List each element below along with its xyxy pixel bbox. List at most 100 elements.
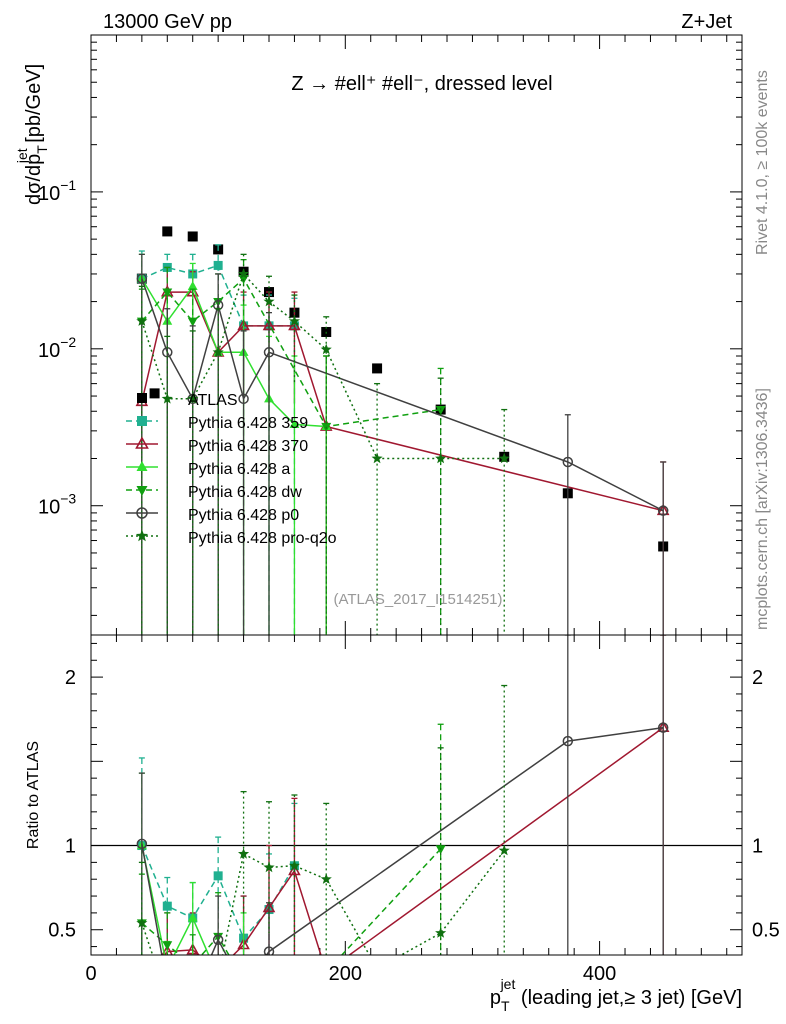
process-label: Z+Jet: [681, 11, 732, 33]
ratio-y-tick-label-right: 0.5: [752, 920, 780, 942]
legend-marker: [136, 461, 148, 471]
legend-label: Pythia 6.428 p0: [188, 507, 299, 524]
ratio-series-pythia-6-428-dw: [136, 723, 446, 986]
ratio-data-point: [136, 838, 148, 850]
legend-label: Pythia 6.428 a: [188, 461, 290, 478]
legend-marker: [136, 507, 148, 519]
main-data-point: [136, 273, 148, 284]
main-y-axis-label: dσ/dpTjet [pb/GeV]: [14, 64, 50, 205]
main-data-point: [212, 346, 224, 357]
legend-marker: [137, 416, 147, 426]
ratio-data-point: [162, 901, 172, 911]
main-series-line: [141, 272, 505, 460]
ratio-y-tick-label: 2: [65, 667, 76, 689]
ratio-data-point: [263, 946, 275, 955]
main-data-point: [498, 452, 510, 464]
legend-marker: [137, 393, 147, 403]
ratio-data-point: [163, 981, 172, 990]
main-data-point: [289, 418, 300, 428]
ratio-data-point: [239, 958, 249, 967]
mcplots-label: mcplots.cern.ch [arXiv:1306.3436]: [754, 388, 771, 630]
ratio-data-point: [657, 722, 669, 733]
legend-item: Pythia 6.428 dw: [126, 484, 302, 501]
ratio-plot-frame: [90, 634, 743, 956]
main-data-point: [371, 452, 383, 464]
main-data-point: [435, 405, 446, 415]
ratio-series-line: [141, 726, 664, 955]
ratio-data-point: [213, 971, 224, 982]
ratio-data-point: [136, 917, 148, 928]
ratio-data-point: [213, 871, 223, 881]
main-series-line: [141, 277, 441, 428]
ratio-data-point: [187, 993, 198, 1004]
main-data-point: [263, 295, 275, 307]
main-data-point: [263, 347, 275, 358]
collision-label: 13000 GeV pp: [103, 11, 232, 33]
legend-item: Pythia 6.428 370: [126, 436, 308, 455]
legend-item: Pythia 6.428 p0: [126, 507, 299, 524]
ratio-data-point: [213, 971, 223, 980]
main-data-point: [657, 505, 669, 516]
ratio-data-point: [239, 977, 249, 986]
legend-item: Pythia 6.428 359: [126, 415, 308, 432]
legend-label: Pythia 6.428 dw: [188, 484, 302, 501]
main-y-tick-label: 10−2: [38, 334, 76, 362]
main-data-point: [238, 393, 249, 405]
ratio-data-point: [320, 873, 332, 884]
ratio-series-pythia-6-428-p0: [136, 635, 669, 1003]
ratio-data-point: [162, 993, 173, 1004]
x-tick-label: 0: [85, 963, 96, 985]
main-series-line: [141, 278, 664, 512]
ratio-data-point: [289, 975, 299, 984]
main-plot-series: [135, 226, 670, 635]
main-data-point: [187, 317, 198, 327]
ratio-data-point: [213, 965, 223, 974]
ratio-data-point: [188, 994, 197, 1003]
main-y-tick-label: 10−3: [38, 491, 76, 519]
main-y-tick-label: 10−1: [38, 177, 76, 205]
main-plot-axes: 10−3 10−2 10−1: [38, 35, 742, 635]
ratio-y-tick-label-right: 2: [752, 667, 763, 689]
main-series-atlas: [136, 226, 669, 552]
main-series-pythia-6-428-pro-q2o: [136, 253, 510, 635]
ratio-data-point: [137, 975, 147, 984]
main-data-point: [187, 280, 198, 290]
ratio-data-point: [264, 975, 274, 984]
ratio-plot-axes: 0 200 400 0.5 0.5 1 1 2 2: [48, 635, 780, 985]
legend-label: ATLAS: [188, 392, 238, 409]
analysis-label: (ATLAS_2017_I1514251): [333, 591, 502, 608]
ratio-y-tick-label: 1: [65, 836, 76, 858]
main-data-point: [161, 393, 173, 404]
main-data-point: [187, 231, 198, 242]
main-data-point: [149, 388, 160, 399]
main-data-point: [562, 456, 574, 468]
plot-title: Z → #ell⁺ #ell⁻, dressed level: [291, 73, 552, 95]
x-axis-label: pTjet (leading jet,≥ 3 jet) [GeV]: [490, 976, 742, 1014]
ratio-data-point: [288, 863, 301, 876]
main-data-point: [320, 343, 332, 355]
legend-marker: [135, 436, 149, 449]
ratio-y-tick-label-right: 1: [752, 836, 763, 858]
main-data-point: [238, 268, 250, 279]
rivet-version-label: Rivet 4.1.0, ≥ 100k events: [754, 70, 771, 255]
legend-item: ATLAS: [137, 392, 238, 409]
legend-marker: [135, 529, 149, 542]
legend: ATLAS Pythia 6.428 359 Pythia 6.428 370 Pyt…: [126, 392, 337, 547]
ratio-data-point: [187, 912, 198, 922]
ratio-plot-series: [136, 635, 670, 1004]
ratio-data-point: [188, 962, 198, 971]
ratio-data-point: [263, 861, 275, 873]
ratio-data-point: [562, 735, 574, 747]
main-data-point: [435, 452, 447, 464]
legend-marker: [136, 486, 148, 496]
ratio-data-point: [239, 983, 248, 992]
ratio-data-point: [288, 859, 300, 871]
x-tick-label: 200: [329, 963, 362, 985]
legend-label: Pythia 6.428 359: [188, 415, 308, 432]
x-tick-label: 400: [583, 963, 616, 985]
legend-label: Pythia 6.428 pro-q2o: [188, 530, 337, 547]
ratio-y-tick-label: 0.5: [48, 920, 76, 942]
main-data-point: [372, 363, 383, 374]
main-data-point: [187, 393, 199, 404]
